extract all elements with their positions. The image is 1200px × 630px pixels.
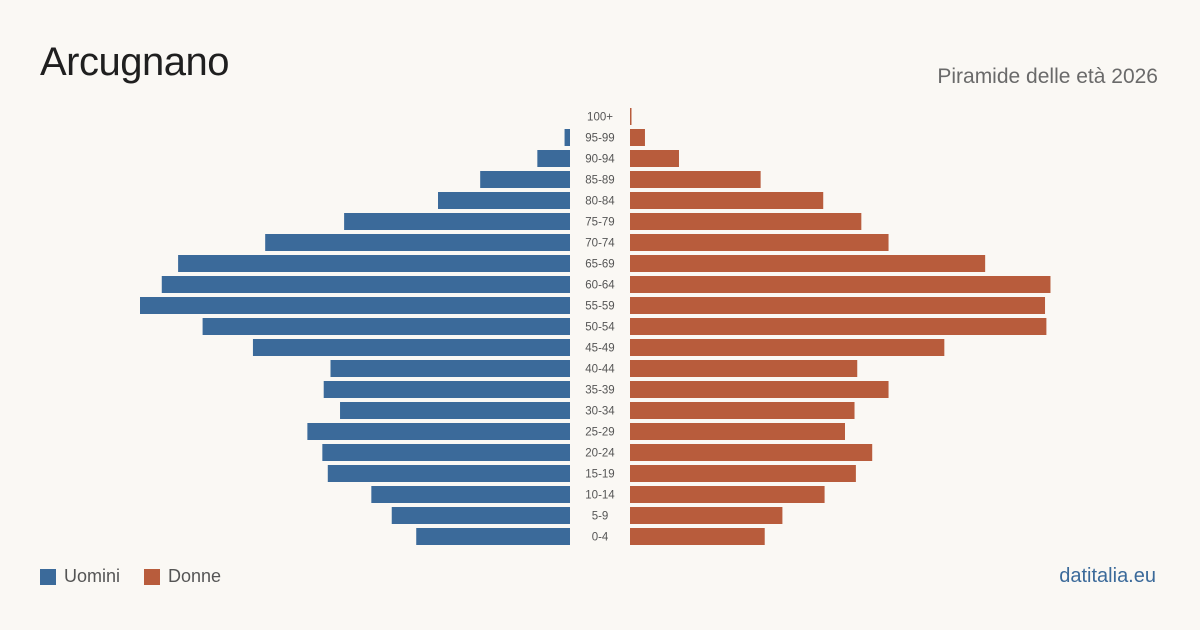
age-label-20-24: 20-24 [585,448,615,460]
bar-male-55-59 [140,297,570,314]
bar-female-60-64 [630,276,1051,293]
legend-label-male: Uomini [64,566,121,586]
bar-female-20-24 [630,444,873,461]
bar-male-40-44 [330,360,570,377]
bar-male-50-54 [202,318,570,335]
bar-male-65-69 [178,255,571,272]
bar-male-75-79 [344,213,570,230]
bar-male-85-89 [480,171,570,188]
bar-female-40-44 [630,360,858,377]
age-label-85-89: 85-89 [585,175,614,187]
bar-male-5-9 [391,507,570,524]
age-label-75-79: 75-79 [585,217,614,229]
bar-female-80-84 [630,192,824,209]
bar-female-30-34 [630,402,855,419]
bar-female-65-69 [630,255,986,272]
chart-title: Arcugnano [40,40,229,84]
bar-female-95-99 [630,129,645,146]
age-label-60-64: 60-64 [585,280,615,292]
age-label-95-99: 95-99 [585,133,614,145]
bar-female-90-94 [630,150,679,167]
age-label-70-74: 70-74 [585,238,615,250]
age-label-80-84: 80-84 [585,196,615,208]
bar-female-100+ [630,108,632,125]
bar-male-90-94 [537,150,570,167]
bar-female-15-19 [630,465,856,482]
bar-male-70-74 [265,234,570,251]
age-label-5-9: 5-9 [592,511,609,523]
age-label-90-94: 90-94 [585,154,615,166]
legend-swatch-male [40,568,56,585]
bar-female-35-39 [630,381,889,398]
bar-male-45-49 [252,339,570,356]
age-label-25-29: 25-29 [585,427,614,439]
chart-subtitle: Piramide delle età 2026 [937,65,1158,88]
age-label-15-19: 15-19 [585,469,614,481]
age-label-10-14: 10-14 [585,490,615,502]
age-label-30-34: 30-34 [585,406,615,418]
bar-female-85-89 [630,171,761,188]
bar-male-60-64 [161,276,570,293]
bar-female-45-49 [630,339,945,356]
age-label-0-4: 0-4 [592,532,609,544]
bar-female-50-54 [630,318,1047,335]
legend-item-female: Donne [144,566,221,587]
bar-male-95-99 [564,129,570,146]
brand-link[interactable]: datitalia.eu [1059,565,1156,587]
bar-female-70-74 [630,234,889,251]
bar-male-15-19 [327,465,570,482]
bar-female-75-79 [630,213,862,230]
age-label-55-59: 55-59 [585,301,614,313]
legend-label-female: Donne [168,566,222,586]
legend-swatch-female [144,568,161,585]
bar-female-55-59 [630,297,1046,314]
bar-female-10-14 [630,486,825,503]
bar-male-25-29 [307,423,570,440]
legend: Uomini Donne [40,566,245,587]
age-label-45-49: 45-49 [585,343,614,355]
bar-male-20-24 [322,444,570,461]
age-label-50-54: 50-54 [585,322,615,334]
bar-female-25-29 [630,423,845,440]
bar-male-35-39 [323,381,570,398]
age-label-65-69: 65-69 [585,259,614,271]
bar-female-5-9 [630,507,783,524]
legend-item-male: Uomini [40,566,120,587]
age-label-35-39: 35-39 [585,385,614,397]
bar-male-10-14 [371,486,570,503]
bar-male-0-4 [416,528,570,545]
bar-female-0-4 [630,528,765,545]
bar-male-30-34 [340,402,570,419]
bar-male-80-84 [438,192,570,209]
age-label-100+: 100+ [587,112,613,124]
age-label-40-44: 40-44 [585,364,615,376]
